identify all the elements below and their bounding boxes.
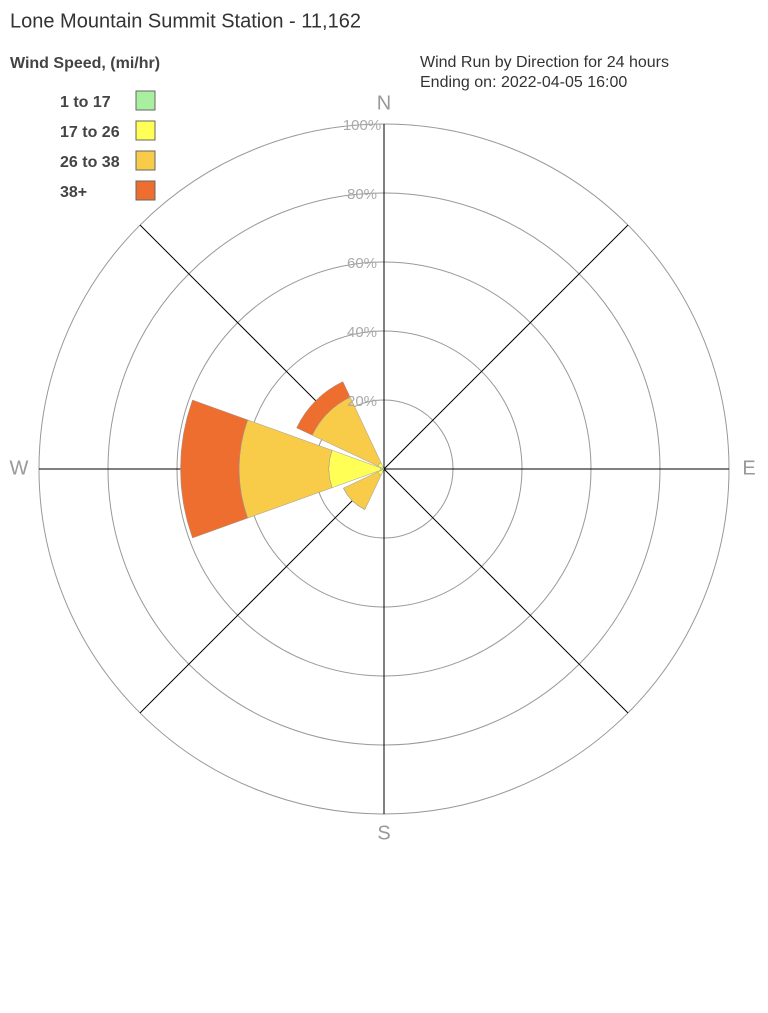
direction-label: N [377,92,391,114]
legend-swatch [135,150,156,171]
direction-label: W [10,457,29,479]
wedge [343,487,366,510]
legend-label: 1 to 17 [60,94,111,111]
direction-label: S [377,822,390,844]
legend-swatch [135,90,156,111]
r-tick-label: 80% [347,186,377,203]
subtitle: Ending on: 2022-04-05 16:00 [420,74,627,91]
r-tick-label: 40% [347,324,377,341]
r-tick-label: 60% [347,255,377,272]
chart-title: Lone Mountain Summit Station - 11,162 [10,10,361,32]
legend-title: Wind Speed, (mi/hr) [10,55,160,72]
legend-label: 17 to 26 [60,124,120,141]
r-tick-label: 20% [347,393,377,410]
legend-swatch [135,120,156,141]
legend-label: 26 to 38 [60,154,120,171]
wedge [180,399,248,539]
subtitle: Wind Run by Direction for 24 hours [420,54,669,71]
direction-label: E [742,457,755,479]
legend-label: 38+ [60,184,87,201]
r-tick-label: 100% [343,117,381,134]
wedge [296,381,351,436]
legend-swatch [135,180,156,201]
